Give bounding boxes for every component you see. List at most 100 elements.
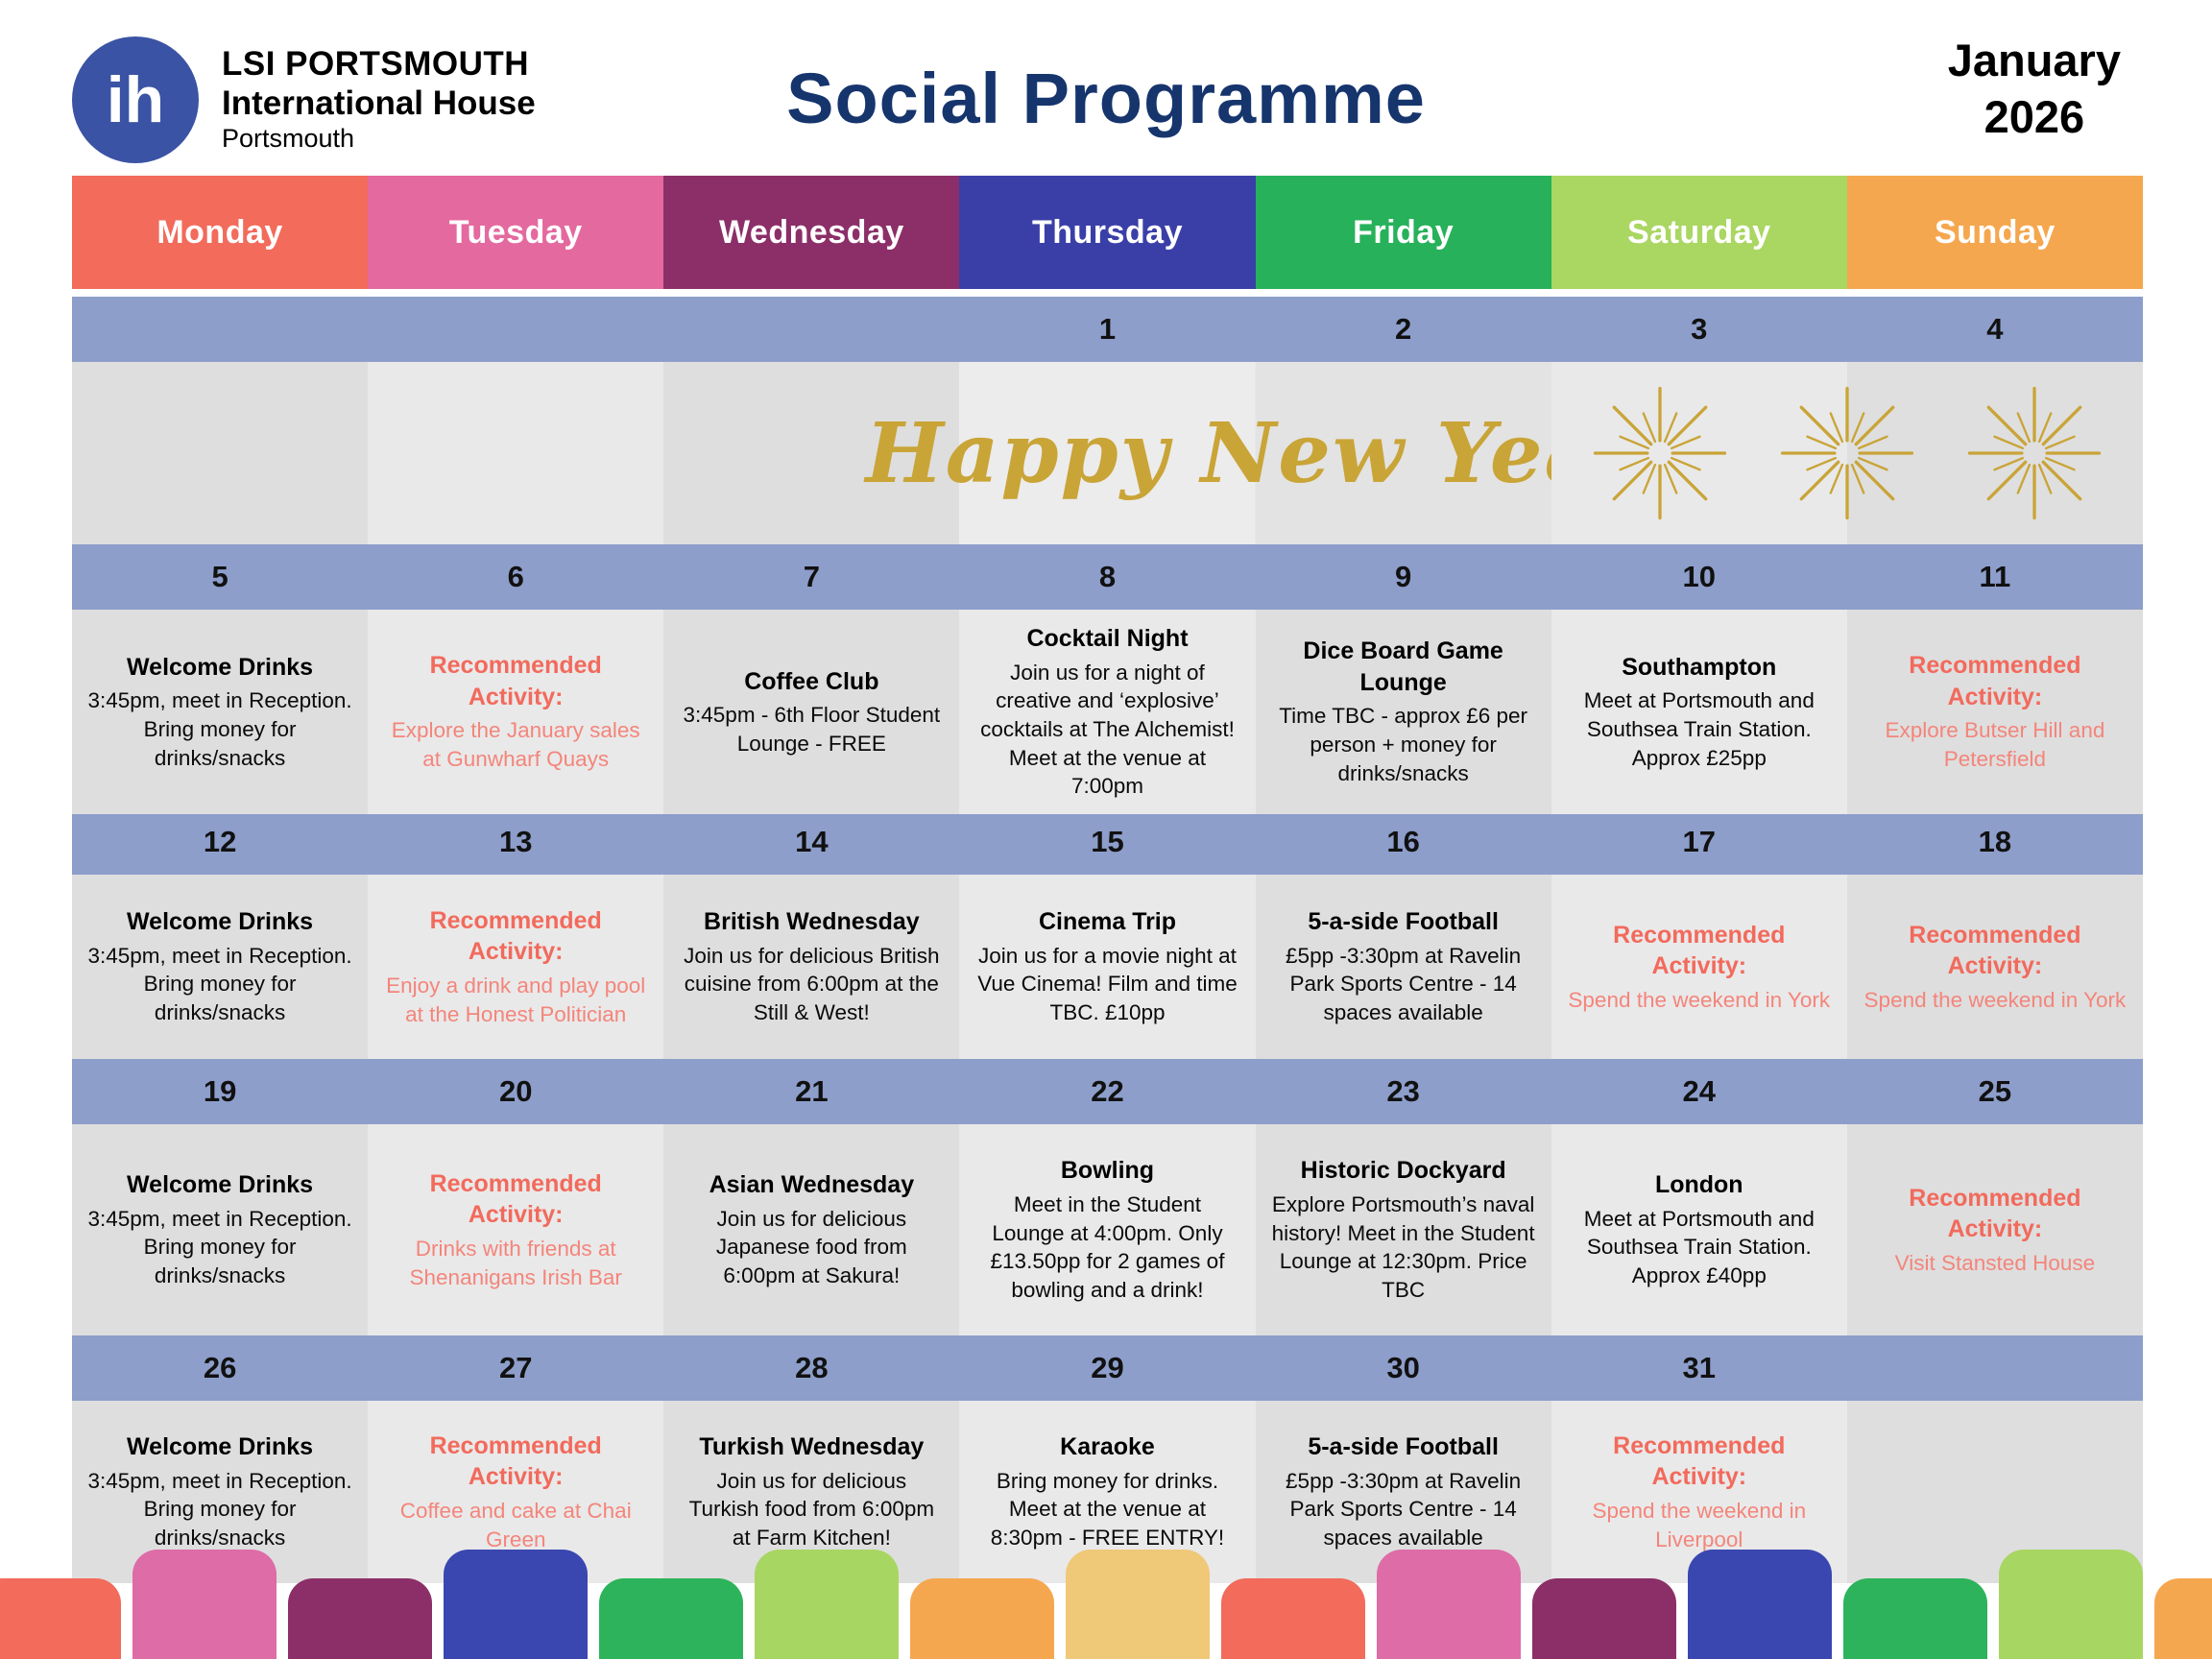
confetti-block bbox=[755, 1550, 899, 1659]
event-description: Time TBC - approx £6 per person + money … bbox=[1279, 704, 1528, 785]
confetti-block bbox=[288, 1578, 432, 1659]
event-cell: Welcome Drinks 3:45pm, meet in Reception.… bbox=[72, 1401, 369, 1583]
empty-cell bbox=[72, 362, 369, 544]
event-title: Historic Dockyard bbox=[1300, 1157, 1506, 1185]
confetti-block bbox=[1221, 1578, 1365, 1659]
event-title: Dice Board Game Lounge bbox=[1303, 637, 1503, 696]
event-description: Meet at Portsmouth and Southsea Train St… bbox=[1583, 1206, 1815, 1288]
date-cell: 20 bbox=[498, 1074, 533, 1108]
week-content-row: Welcome Drinks 3:45pm, meet in Reception.… bbox=[72, 1124, 2143, 1335]
event-description: 3:45pm - 6th Floor Student Lounge - FREE bbox=[683, 703, 941, 756]
event-description: Explore Butser Hill and Petersfield bbox=[1885, 718, 2105, 771]
event-description: £5pp -3:30pm at Ravelin Park Sports Cent… bbox=[1286, 943, 1522, 1025]
event-description: Visit Stansted House bbox=[1894, 1250, 2096, 1275]
event-cell: Welcome Drinks 3:45pm, meet in Reception.… bbox=[72, 875, 369, 1059]
day-header-sunday: Sunday bbox=[1846, 176, 2143, 289]
event-title: Cinema Trip bbox=[1038, 908, 1177, 936]
date-cell: 27 bbox=[498, 1351, 533, 1384]
confetti-block bbox=[132, 1550, 276, 1659]
event-cell: London Meet at Portsmouth and Southsea Tr… bbox=[1551, 1124, 1847, 1335]
event-cell: British Wednesday Join us for delicious B… bbox=[663, 875, 960, 1059]
recommended-activity-cell: Recommended Activity: Coffee and cake at … bbox=[368, 1401, 664, 1583]
recommended-activity-label: Recommended Activity: bbox=[1909, 921, 2081, 980]
event-title: Welcome Drinks bbox=[127, 1433, 314, 1461]
recommended-activity-label: Recommended Activity: bbox=[1909, 652, 2081, 710]
day-header-thursday: Thursday bbox=[959, 176, 1256, 289]
recommended-activity-label: Recommended Activity: bbox=[429, 1169, 602, 1229]
date-band-row: 5 6 7 8 9 10 11 bbox=[72, 544, 2143, 610]
confetti-block bbox=[2154, 1578, 2212, 1659]
recommended-activity-label: Recommended Activity: bbox=[429, 652, 602, 710]
event-description: 3:45pm, meet in Reception. Bring money f… bbox=[87, 1206, 352, 1288]
event-cell: Bowling Meet in the Student Lounge at 4:0… bbox=[959, 1124, 1256, 1335]
date-cell: 12 bbox=[203, 825, 237, 858]
brand: ih LSI PORTSMOUTH International House Po… bbox=[72, 36, 536, 163]
year-label: 2026 bbox=[1984, 90, 2085, 142]
event-cell: Dice Board Game Lounge Time TBC - approx … bbox=[1255, 610, 1551, 814]
empty-cell bbox=[663, 362, 960, 544]
confetti-footer bbox=[0, 1515, 2212, 1659]
event-description: £5pp -3:30pm at Ravelin Park Sports Cent… bbox=[1286, 1468, 1522, 1551]
fireworks-decoration bbox=[1551, 362, 2143, 544]
week-content-row: Welcome Drinks 3:45pm, meet in Reception.… bbox=[72, 1401, 2143, 1583]
date-cell: 16 bbox=[1386, 825, 1420, 858]
event-cell: Cocktail Night Join us for a night of cre… bbox=[959, 610, 1256, 814]
day-header-row: Monday Tuesday Wednesday Thursday Friday Satu… bbox=[72, 176, 2143, 289]
month-label: January bbox=[1947, 35, 2121, 85]
date-cell: 17 bbox=[1682, 825, 1717, 858]
event-title: Welcome Drinks bbox=[127, 1171, 314, 1199]
event-description: Join us for a night of creative and ‘exp… bbox=[980, 660, 1235, 799]
brand-text: LSI PORTSMOUTH International House Ports… bbox=[222, 44, 536, 156]
date-cell: 25 bbox=[1978, 1074, 2012, 1108]
event-title: Southampton bbox=[1622, 653, 1777, 681]
event-title: Bowling bbox=[1060, 1157, 1155, 1185]
date-cell: 4 bbox=[1986, 312, 2004, 346]
event-description: Join us for a movie night at Vue Cinema!… bbox=[977, 943, 1238, 1025]
event-description: Spend the weekend in York bbox=[1863, 987, 2127, 1012]
date-cell: 29 bbox=[1091, 1351, 1124, 1384]
date-cell: 24 bbox=[1682, 1074, 1717, 1108]
event-description: Meet at Portsmouth and Southsea Train St… bbox=[1583, 688, 1815, 770]
recommended-activity-cell: Recommended Activity: Spend the weekend i… bbox=[1551, 875, 1847, 1059]
confetti-block bbox=[1066, 1550, 1210, 1659]
happy-new-year-banner: Happy New Year bbox=[866, 362, 1644, 544]
date-cell: 22 bbox=[1091, 1074, 1124, 1108]
calendar-grid: Monday Tuesday Wednesday Thursday Friday Satu… bbox=[72, 176, 2143, 1583]
date-band-row: 1 2 3 4 bbox=[72, 297, 2143, 362]
date-cell bbox=[1847, 1335, 2143, 1401]
recommended-activity-label: Recommended Activity: bbox=[1613, 921, 1786, 980]
event-title: 5-a-side Football bbox=[1308, 1433, 1499, 1461]
event-cell: Asian Wednesday Join us for delicious Jap… bbox=[663, 1124, 960, 1335]
date-cell: 10 bbox=[1682, 560, 1717, 593]
date-cell: 26 bbox=[203, 1351, 237, 1384]
recommended-activity-label: Recommended Activity: bbox=[429, 906, 602, 966]
recommended-activity-label: Recommended Activity: bbox=[1613, 1431, 1786, 1491]
confetti-block bbox=[1688, 1550, 1832, 1659]
event-description: Enjoy a drink and play pool at the Hones… bbox=[386, 973, 646, 1026]
confetti-block bbox=[0, 1578, 121, 1659]
event-title: Asian Wednesday bbox=[709, 1171, 915, 1199]
date-cell: 11 bbox=[1979, 560, 2011, 593]
date-cell: 7 bbox=[803, 560, 820, 593]
event-description: Join us for delicious Turkish food from … bbox=[688, 1468, 935, 1551]
firework-icon bbox=[1593, 386, 1727, 520]
event-title: Welcome Drinks bbox=[127, 908, 314, 936]
confetti-block bbox=[1843, 1578, 1987, 1659]
date-cell: 6 bbox=[507, 560, 524, 593]
confetti-block bbox=[1532, 1578, 1676, 1659]
date-cell: 19 bbox=[203, 1074, 237, 1108]
page-title: Social Programme bbox=[786, 59, 1426, 138]
event-description: Drinks with friends at Shenanigans Irish… bbox=[409, 1236, 622, 1289]
date-cell: 23 bbox=[1386, 1074, 1420, 1108]
recommended-activity-cell: Recommended Activity: Explore Butser Hill… bbox=[1846, 610, 2143, 814]
date-band-row: 26 27 28 29 30 31 bbox=[72, 1335, 2143, 1401]
banner-text: Happy New Year bbox=[865, 404, 1646, 502]
event-cell: Welcome Drinks 3:45pm, meet in Reception.… bbox=[72, 610, 369, 814]
recommended-activity-cell: Recommended Activity: Visit Stansted Hous… bbox=[1846, 1124, 2143, 1335]
event-cell: Southampton Meet at Portsmouth and Souths… bbox=[1551, 610, 1847, 814]
week-content-row: Welcome Drinks 3:45pm, meet in Reception.… bbox=[72, 875, 2143, 1059]
date-cell: 9 bbox=[1395, 560, 1412, 593]
date-cell: 31 bbox=[1682, 1351, 1717, 1384]
event-title: London bbox=[1654, 1171, 1743, 1199]
